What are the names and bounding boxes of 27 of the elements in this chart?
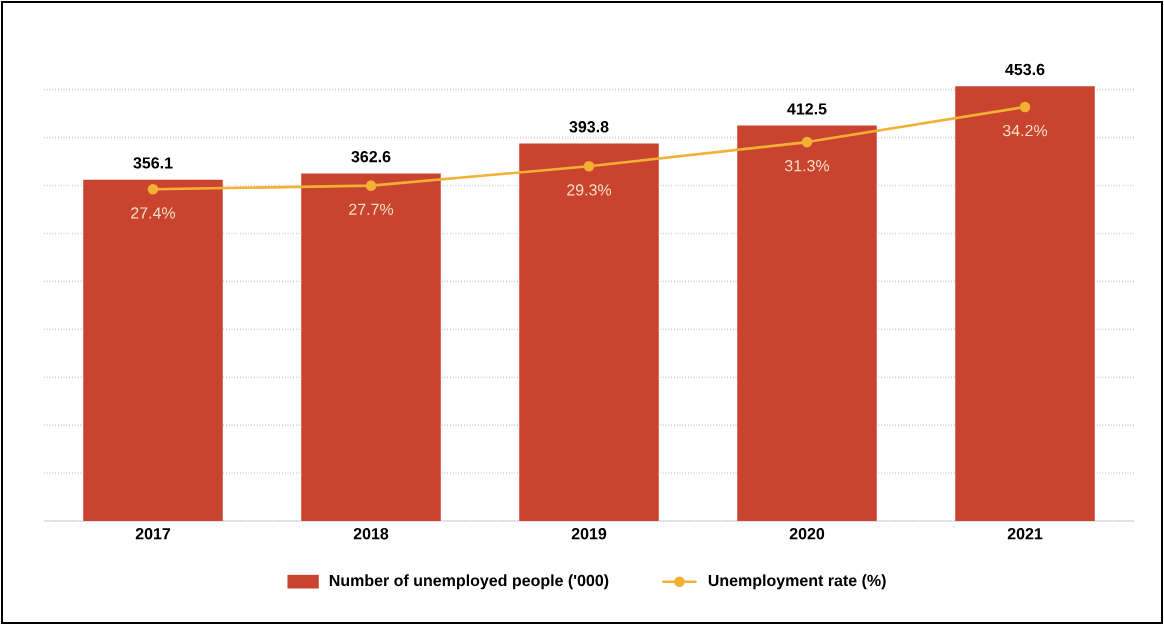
point bbox=[147, 183, 159, 195]
bar bbox=[737, 125, 877, 521]
legend-label: Unemployment rate (%) bbox=[708, 574, 886, 590]
legend-label: Number of unemployed people ('000) bbox=[329, 574, 609, 590]
data-label: 356.1 bbox=[133, 157, 173, 169]
data-label: 393.8 bbox=[569, 121, 609, 133]
x-tick-label: 2019 bbox=[571, 528, 607, 540]
point bbox=[801, 136, 813, 148]
x-tick-label: 2021 bbox=[1007, 528, 1043, 540]
data-label: 27.4% bbox=[131, 207, 176, 219]
x-tick-label: 2017 bbox=[135, 528, 171, 540]
data-label: 412.5 bbox=[787, 103, 827, 115]
bar bbox=[955, 86, 1095, 521]
point bbox=[365, 180, 377, 191]
point bbox=[1019, 101, 1031, 113]
bar bbox=[519, 143, 659, 521]
point bbox=[583, 160, 595, 172]
data-label: 29.3% bbox=[567, 184, 612, 196]
data-label: 31.3% bbox=[784, 160, 830, 172]
bar bbox=[301, 173, 441, 521]
data-label: 362.6 bbox=[351, 151, 391, 163]
data-label: 34.2% bbox=[1002, 124, 1048, 137]
x-tick-label: 2020 bbox=[789, 528, 825, 540]
x-tick-label: 2018 bbox=[353, 528, 389, 540]
data-label: 453.6 bbox=[1005, 63, 1045, 76]
data-label: 27.7% bbox=[349, 203, 394, 215]
bar bbox=[83, 179, 223, 521]
